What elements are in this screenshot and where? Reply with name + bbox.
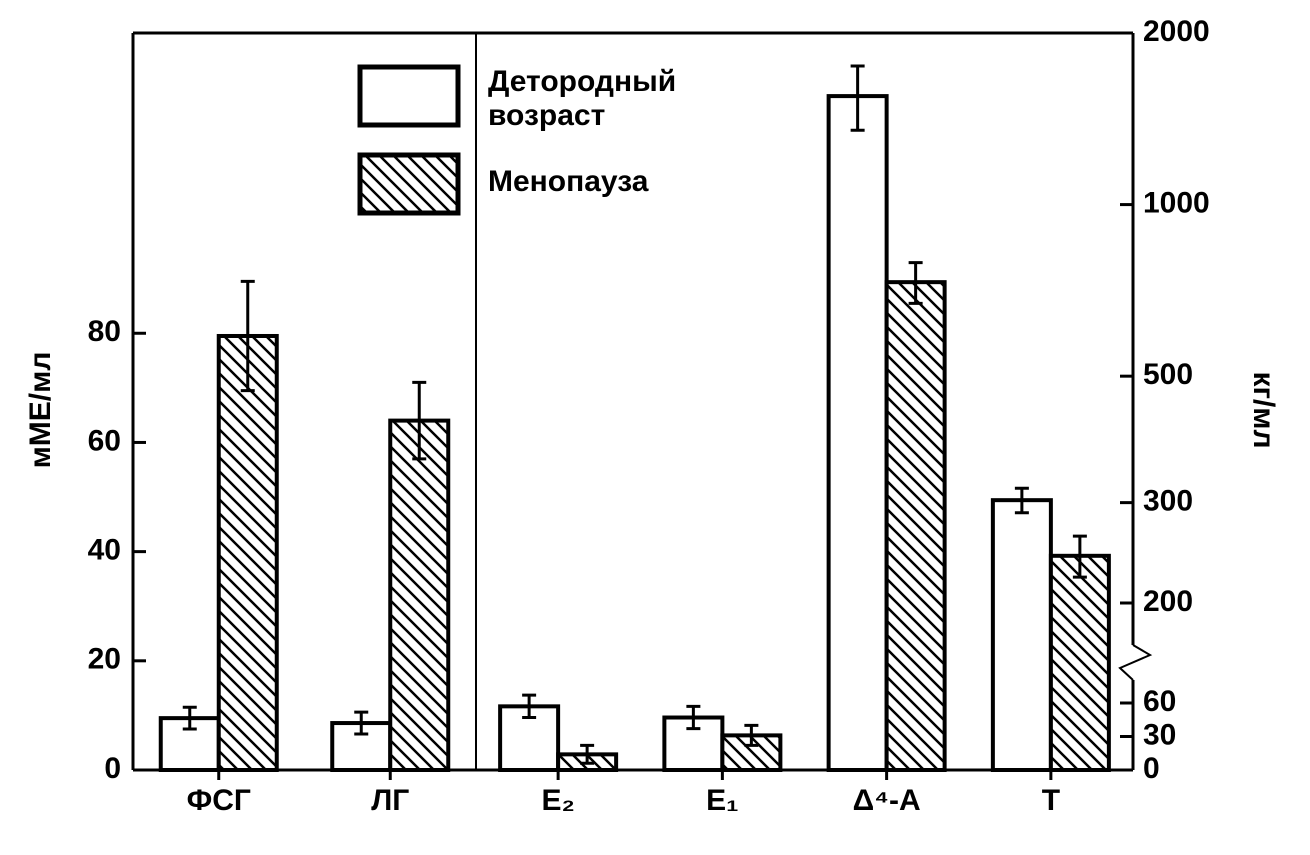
bar <box>388 418 451 772</box>
error-bar <box>412 380 427 461</box>
x-tick-label: ЛГ <box>371 784 409 817</box>
y-tick-label: 40 <box>88 534 121 567</box>
y2-tick-label: 60 <box>1143 685 1176 718</box>
y2-tick-label: 500 <box>1143 358 1193 391</box>
error-bar <box>354 710 369 736</box>
x-tick-label: E₂ <box>541 784 574 817</box>
error-bar <box>908 261 923 305</box>
y-tick-label: 20 <box>88 643 121 676</box>
bar <box>216 333 279 772</box>
frame <box>131 31 1153 772</box>
x-tick-label: E₁ <box>706 784 738 817</box>
legend-label: Менопауза <box>488 165 649 198</box>
error-bar <box>686 704 701 731</box>
error-bar <box>744 723 759 747</box>
error-bar <box>182 705 197 731</box>
bar <box>990 498 1053 772</box>
y2-tick-label: 30 <box>1143 718 1176 751</box>
y-tick-label: 60 <box>88 424 121 457</box>
y-tick-label: 0 <box>104 752 121 785</box>
error-bar <box>240 279 255 393</box>
legend-swatch <box>357 152 461 216</box>
x-tick-label: ФСГ <box>187 784 251 817</box>
y2-axis-label: кг/мл <box>1247 371 1280 448</box>
y-axis-label: мМЕ/мл <box>24 352 57 469</box>
error-bar <box>522 693 537 720</box>
y2-tick-label: 2000 <box>1143 15 1210 48</box>
y2-tick-label: 0 <box>1143 752 1160 785</box>
error-bar <box>1072 534 1087 579</box>
bar <box>884 280 947 772</box>
bar <box>826 94 889 773</box>
x-tick-label: T <box>1042 784 1060 817</box>
x-tick-label: Δ⁴-A <box>853 784 921 817</box>
error-bar <box>1014 486 1029 515</box>
legend-swatch <box>357 64 461 128</box>
error-bar <box>850 64 865 132</box>
error-bar <box>580 743 595 765</box>
y2-tick-label: 1000 <box>1143 187 1210 220</box>
y-tick-label: 80 <box>88 315 121 348</box>
bar <box>1048 553 1111 772</box>
y2-tick-label: 200 <box>1143 585 1193 618</box>
legend-label: Детородный возраст <box>488 65 677 132</box>
y2-tick-label: 300 <box>1143 485 1193 518</box>
